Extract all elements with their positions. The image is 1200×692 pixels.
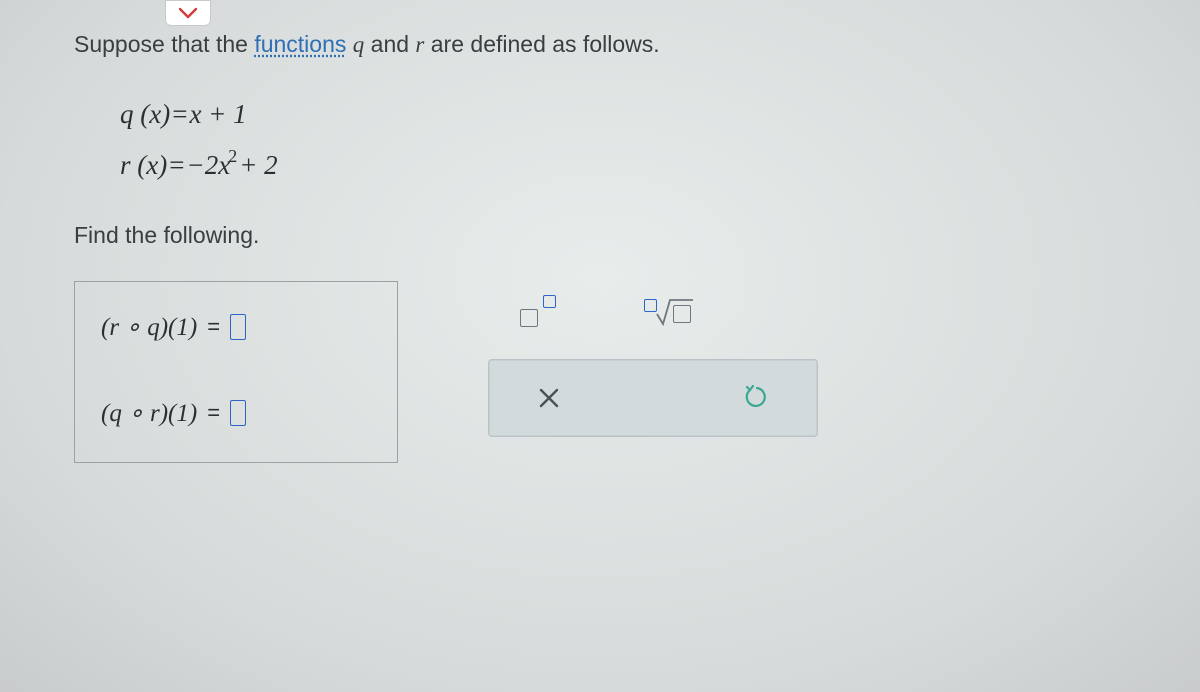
expr-qr: (q ∘ r)(1) [101, 398, 197, 428]
close-icon [538, 387, 560, 409]
find-text: Find the following. [74, 222, 1200, 249]
answer-box: (r ∘ q)(1) = (q ∘ r)(1) = [74, 281, 398, 463]
problem-statement: Suppose that the functions q and r are d… [74, 28, 1200, 61]
root-icon [644, 296, 713, 326]
problem-page: Suppose that the functions q and r are d… [0, 0, 1200, 692]
intro-and: and [364, 31, 415, 57]
r-rhs-pre: −2x [186, 140, 230, 191]
q-eq: = [172, 89, 187, 140]
undo-button[interactable] [727, 376, 787, 420]
functions-link[interactable]: functions [254, 31, 346, 57]
answer-line-1: (r ∘ q)(1) = [101, 312, 371, 342]
math-toolbox [488, 281, 818, 437]
eq2: = [207, 400, 220, 426]
expand-chevron-button[interactable] [165, 0, 211, 26]
answer-line-2: (q ∘ r)(1) = [101, 398, 371, 428]
eq1: = [207, 314, 220, 340]
r-rhs-post: + 2 [239, 140, 277, 191]
r-lhs: r (x) [120, 140, 167, 191]
undo-icon [744, 385, 770, 411]
intro-pre: Suppose that the [74, 31, 254, 57]
q-lhs: q (x) [120, 89, 170, 140]
definition-r: r (x) = −2x2 + 2 [120, 140, 1200, 191]
action-tool-row [488, 359, 818, 437]
definition-q: q (x) = x + 1 [120, 89, 1200, 140]
answer-input-2[interactable] [230, 400, 246, 426]
q-rhs: x + 1 [189, 89, 246, 140]
intro-post: are defined as follows. [424, 31, 659, 57]
chevron-down-icon [178, 6, 198, 20]
r-rhs-exp: 2 [228, 139, 237, 173]
work-area: (r ∘ q)(1) = (q ∘ r)(1) = [74, 281, 1200, 463]
nth-root-template-button[interactable] [648, 289, 708, 333]
var-q: q [353, 32, 365, 57]
r-eq: = [169, 140, 184, 191]
power-template-button[interactable] [508, 289, 568, 333]
power-icon [520, 295, 556, 327]
expr-rq: (r ∘ q)(1) [101, 312, 197, 342]
answer-input-1[interactable] [230, 314, 246, 340]
template-tool-row [488, 281, 818, 359]
clear-button[interactable] [519, 376, 579, 420]
function-definitions: q (x) = x + 1 r (x) = −2x2 + 2 [120, 89, 1200, 192]
